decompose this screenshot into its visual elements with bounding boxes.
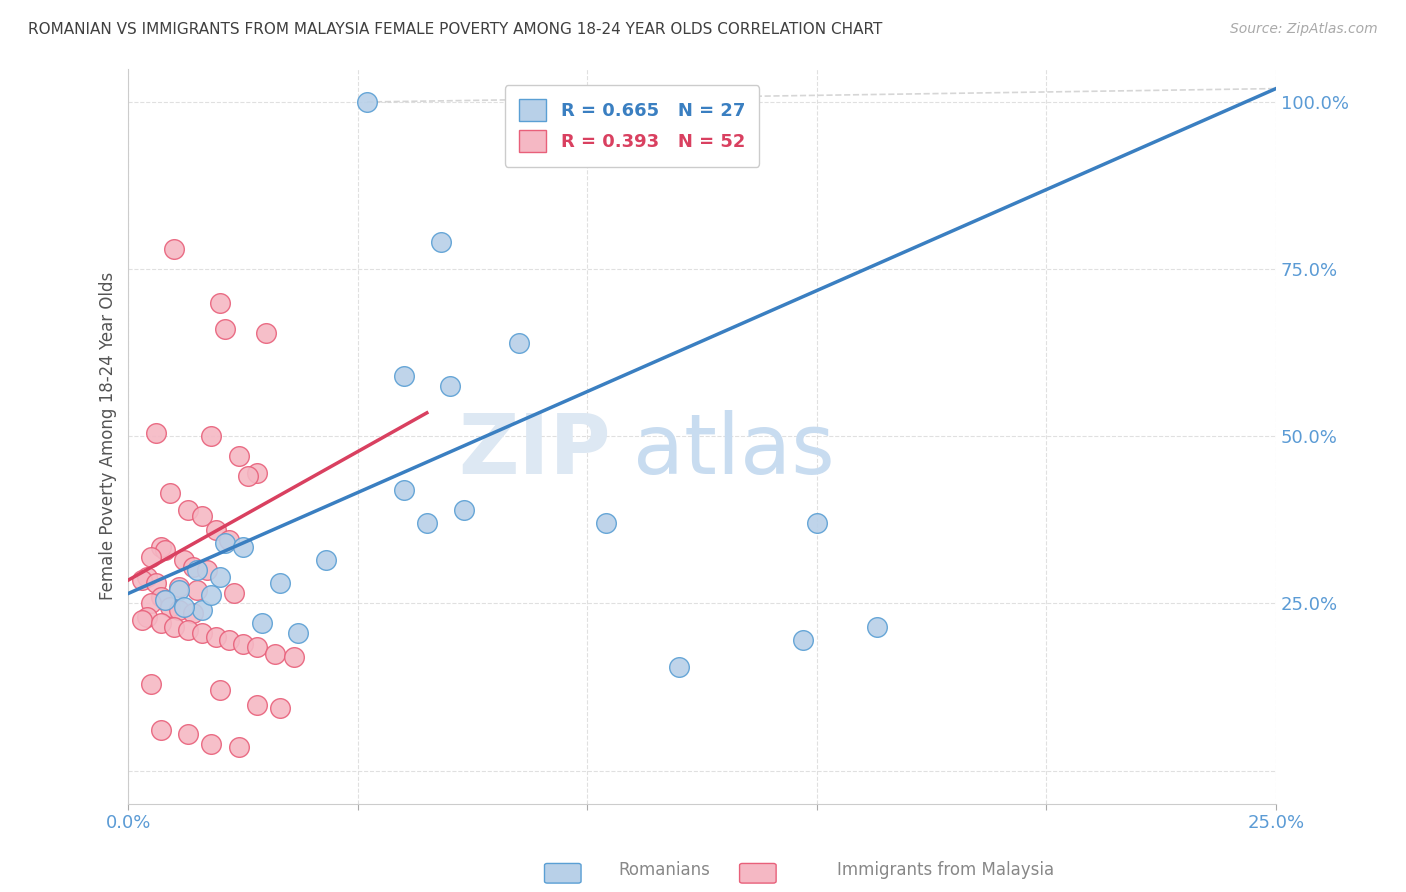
Point <box>599 95 621 109</box>
Y-axis label: Female Poverty Among 18-24 Year Olds: Female Poverty Among 18-24 Year Olds <box>100 272 117 600</box>
Point <box>186 563 208 577</box>
Point <box>214 536 236 550</box>
Point <box>269 701 291 715</box>
Point <box>392 483 415 497</box>
Point <box>200 737 222 751</box>
Point <box>228 740 250 755</box>
Point <box>191 626 214 640</box>
Point <box>356 95 378 109</box>
Point <box>222 586 245 600</box>
Point <box>177 727 200 741</box>
Point <box>163 620 186 634</box>
Point <box>149 616 172 631</box>
Point <box>145 425 167 440</box>
Text: atlas: atlas <box>633 410 835 491</box>
Point <box>232 636 254 650</box>
Point <box>141 549 163 564</box>
Point <box>228 450 250 464</box>
Point <box>135 569 157 583</box>
Point <box>246 698 269 712</box>
Point <box>159 486 181 500</box>
Point <box>163 242 186 256</box>
Text: Romanians: Romanians <box>619 861 710 879</box>
Point <box>668 660 690 674</box>
Text: ZIP: ZIP <box>458 410 610 491</box>
Text: ROMANIAN VS IMMIGRANTS FROM MALAYSIA FEMALE POVERTY AMONG 18-24 YEAR OLDS CORREL: ROMANIAN VS IMMIGRANTS FROM MALAYSIA FEM… <box>28 22 883 37</box>
Point <box>159 599 181 614</box>
Point <box>246 466 269 480</box>
Point <box>186 582 208 597</box>
Point <box>135 609 157 624</box>
Point <box>283 649 305 664</box>
Point <box>153 593 176 607</box>
Point <box>181 559 204 574</box>
Point <box>195 563 218 577</box>
Point <box>865 620 887 634</box>
Point <box>177 503 200 517</box>
Point <box>792 633 814 648</box>
Text: Immigrants from Malaysia: Immigrants from Malaysia <box>837 861 1053 879</box>
Point <box>200 588 222 602</box>
Point <box>269 576 291 591</box>
Point <box>131 573 153 587</box>
Point <box>204 523 226 537</box>
Point <box>209 683 232 698</box>
Point <box>315 553 337 567</box>
Point <box>145 576 167 591</box>
Point <box>141 676 163 690</box>
Point <box>264 647 287 661</box>
Point <box>218 633 240 648</box>
Point <box>236 469 259 483</box>
Point <box>416 516 439 531</box>
Point <box>141 596 163 610</box>
Point <box>167 603 190 617</box>
Point <box>200 429 222 443</box>
Point <box>246 640 269 654</box>
Point <box>167 580 190 594</box>
Point <box>232 540 254 554</box>
Point <box>153 593 176 607</box>
Point <box>806 516 828 531</box>
Point <box>254 326 277 340</box>
Point <box>209 569 232 583</box>
Point <box>149 723 172 738</box>
Point <box>218 533 240 547</box>
Legend: R = 0.665   N = 27, R = 0.393   N = 52: R = 0.665 N = 27, R = 0.393 N = 52 <box>505 85 759 167</box>
Point <box>209 295 232 310</box>
Point <box>149 590 172 604</box>
Point <box>508 335 530 350</box>
Point <box>191 603 214 617</box>
Point <box>173 553 195 567</box>
Point <box>167 582 190 597</box>
Point <box>287 626 309 640</box>
Point <box>181 607 204 621</box>
Point <box>453 503 475 517</box>
Point <box>429 235 451 250</box>
Point <box>392 369 415 384</box>
Point <box>153 542 176 557</box>
Text: Source: ZipAtlas.com: Source: ZipAtlas.com <box>1230 22 1378 37</box>
Point <box>191 509 214 524</box>
Point <box>173 599 195 614</box>
Point <box>177 623 200 637</box>
Point <box>595 516 617 531</box>
Point <box>439 379 461 393</box>
Point <box>131 613 153 627</box>
Point <box>204 630 226 644</box>
Point <box>149 540 172 554</box>
Point <box>214 322 236 336</box>
Point <box>250 616 273 631</box>
